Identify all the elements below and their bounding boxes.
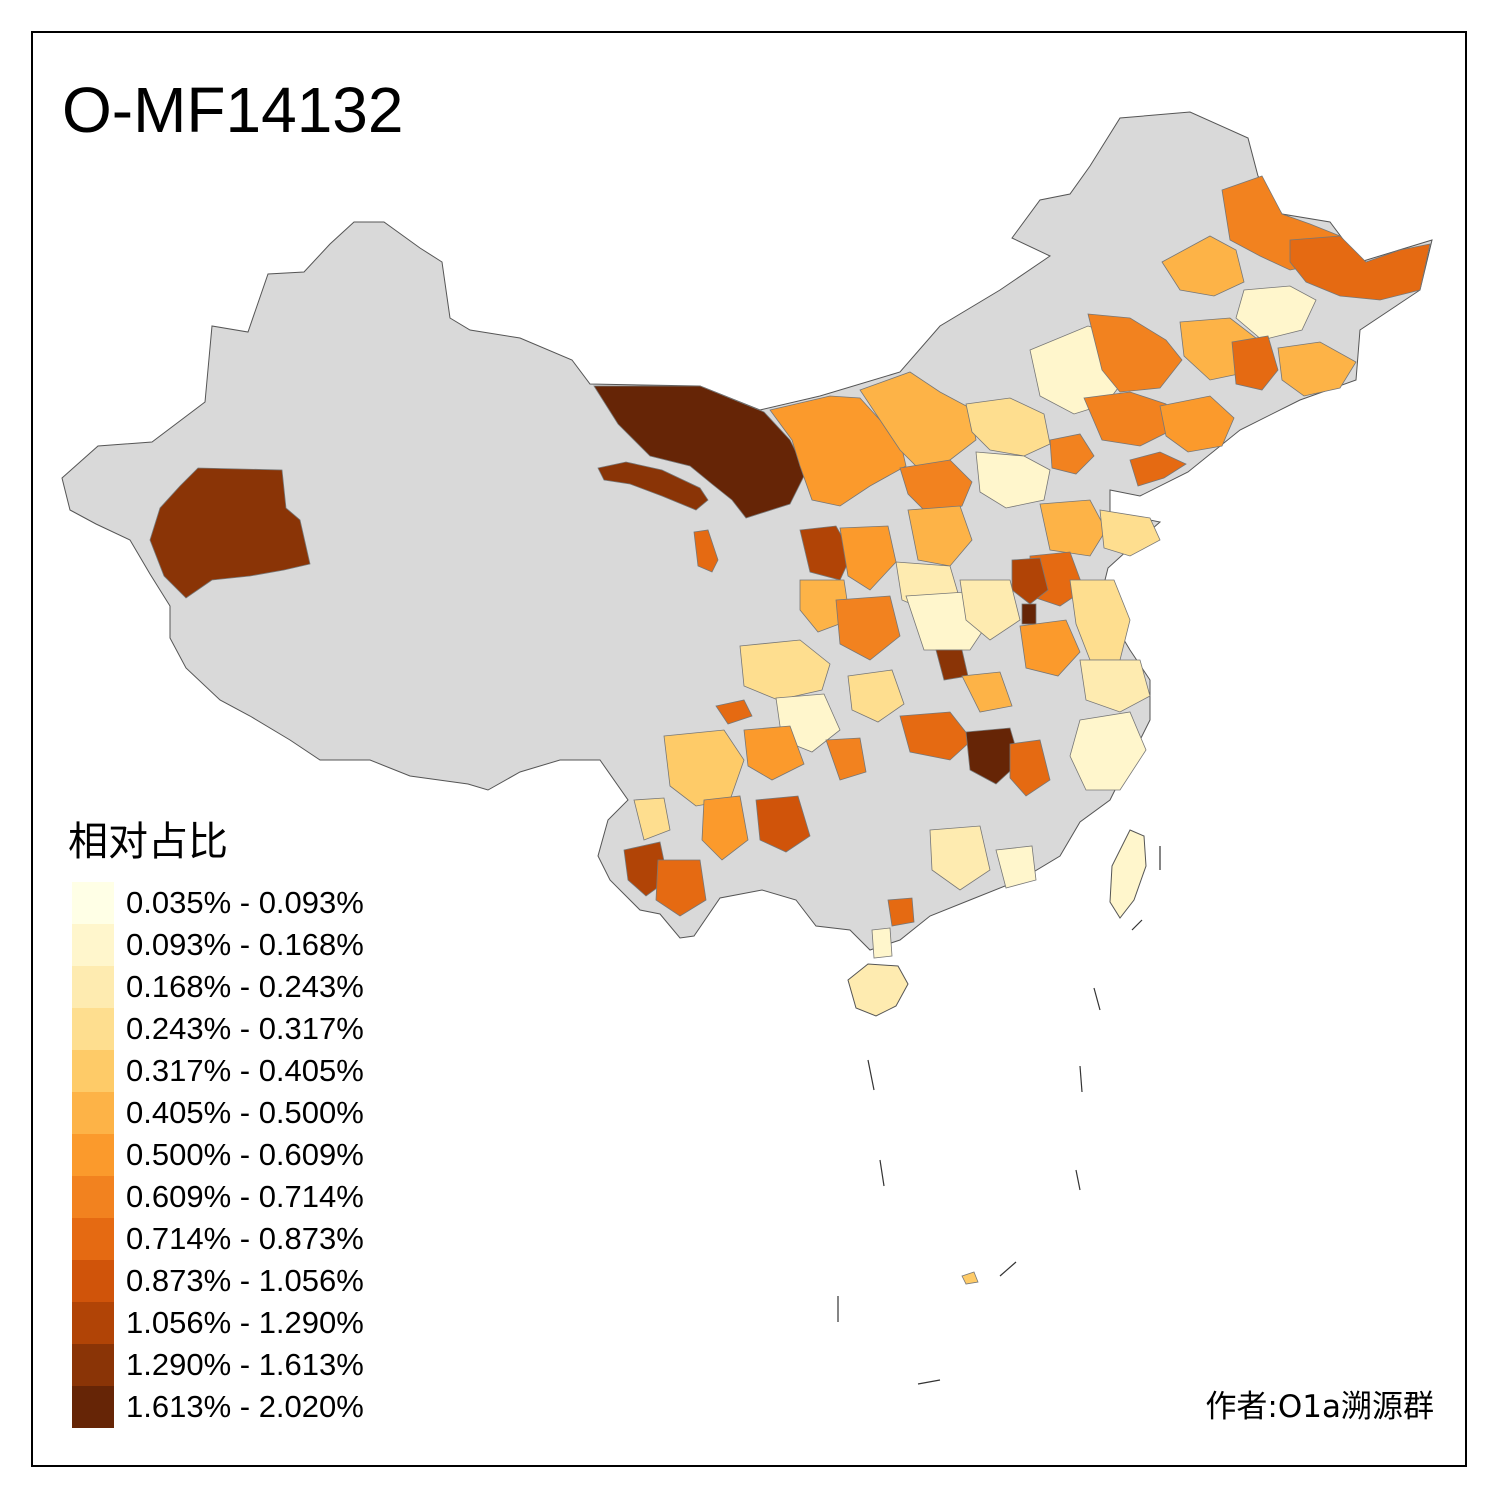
legend-label: 0.405% - 0.500% — [126, 1095, 364, 1130]
region-jilin-se — [1277, 341, 1357, 397]
legend-label: 0.243% - 0.317% — [126, 1011, 364, 1046]
legend-swatch — [72, 1344, 114, 1386]
region-yunnan-south — [655, 859, 707, 917]
legend-label: 0.609% - 0.714% — [126, 1179, 364, 1214]
legend-item: 1.056% - 1.290% — [72, 1302, 364, 1344]
region-hubei-west — [847, 669, 905, 723]
legend-swatch — [72, 882, 114, 924]
region-hubei-central — [899, 711, 973, 761]
region-gansu-strip — [693, 529, 719, 573]
legend-label: 0.168% - 0.243% — [126, 969, 364, 1004]
legend-label: 0.317% - 0.405% — [126, 1053, 364, 1088]
legend-label: 1.056% - 1.290% — [126, 1305, 364, 1340]
legend-item: 0.243% - 0.317% — [72, 1008, 364, 1050]
hainan-base — [847, 963, 909, 1017]
region-beijing-area — [1049, 433, 1095, 475]
legend-swatch — [72, 1092, 114, 1134]
legend-label: 0.714% - 0.873% — [126, 1221, 364, 1256]
legend-swatch — [72, 1008, 114, 1050]
region-aba — [715, 699, 753, 725]
legend-swatch — [72, 924, 114, 966]
region-guangdong-east — [995, 845, 1037, 889]
region-hlj-center — [1235, 285, 1317, 341]
region-hebei-west — [975, 451, 1051, 509]
region-hebei-north — [965, 397, 1051, 457]
region-zhanjiang — [887, 897, 915, 927]
region-guangdong-west — [929, 825, 991, 891]
region-shaanxi-north — [799, 525, 853, 581]
legend-item: 0.714% - 0.873% — [72, 1218, 364, 1260]
region-henan-dark — [1021, 603, 1037, 625]
legend-swatch — [72, 1176, 114, 1218]
region-henan-north — [1011, 557, 1049, 605]
taiwan-base — [1109, 829, 1147, 919]
region-henan-south — [961, 671, 1013, 713]
scs-dashes — [837, 846, 1161, 1385]
legend-item: 0.168% - 0.243% — [72, 966, 364, 1008]
legend-swatch — [72, 966, 114, 1008]
region-im-east — [859, 371, 977, 471]
region-shaanxi-yan — [839, 525, 897, 591]
region-shaanxi-central — [835, 595, 901, 661]
region-heilongjiang-east — [1289, 235, 1431, 301]
legend-swatch — [72, 1134, 114, 1176]
map-frame — [31, 31, 1467, 1467]
legend-label: 1.613% - 2.020% — [126, 1389, 364, 1424]
legend-item: 1.290% - 1.613% — [72, 1344, 364, 1386]
region-shandong-east — [1099, 509, 1161, 557]
legend-item: 0.500% - 0.609% — [72, 1134, 364, 1176]
legend-label: 0.500% - 0.609% — [126, 1137, 364, 1172]
legend-label: 1.290% - 1.613% — [126, 1347, 364, 1382]
region-shandong-west — [1039, 499, 1107, 557]
legend-item: 0.609% - 0.714% — [72, 1176, 364, 1218]
region-chongqing — [743, 725, 805, 781]
region-jiangsu-south — [1079, 659, 1151, 713]
author-credit: 作者:O1a溯源群 — [1205, 1389, 1434, 1425]
region-jiuquan — [597, 461, 709, 511]
region-scs-island — [961, 1271, 979, 1285]
region-kashgar-area — [149, 467, 311, 599]
region-zhejiang — [1069, 711, 1147, 791]
legend-swatch — [72, 1218, 114, 1260]
legend-item: 0.317% - 0.405% — [72, 1050, 364, 1092]
region-shanxi-mid — [907, 505, 973, 567]
data-regions — [149, 175, 1431, 1285]
region-guizhou — [755, 795, 811, 853]
legend-swatch — [72, 1260, 114, 1302]
region-yunnan-north — [701, 795, 749, 861]
legend-title: 相对占比 — [68, 819, 228, 865]
region-im-central — [769, 395, 907, 507]
region-jilin-east — [1231, 335, 1279, 391]
legend-swatch — [72, 1302, 114, 1344]
region-hlj-west — [1161, 235, 1245, 297]
region-yunnan-west — [633, 797, 671, 841]
region-liaodong — [1129, 451, 1187, 487]
region-henan-east — [959, 579, 1021, 641]
legend-item: 0.873% - 1.056% — [72, 1260, 364, 1302]
legend: 0.035% - 0.093% 0.093% - 0.168% 0.168% -… — [72, 882, 364, 1428]
legend-item: 0.093% - 0.168% — [72, 924, 364, 966]
region-leizhou — [871, 927, 893, 959]
region-hubei-east-dark — [965, 727, 1021, 785]
region-hunan-west — [825, 737, 867, 781]
legend-swatch — [72, 1050, 114, 1092]
region-sichuan-north — [739, 639, 831, 701]
legend-item: 0.405% - 0.500% — [72, 1092, 364, 1134]
legend-label: 0.035% - 0.093% — [126, 885, 364, 920]
region-shanxi-north — [899, 459, 973, 515]
region-liaoning-east — [1159, 395, 1235, 453]
legend-item: 1.613% - 2.020% — [72, 1386, 364, 1428]
legend-item: 0.035% - 0.093% — [72, 882, 364, 924]
region-hunan-north — [1009, 739, 1051, 797]
legend-label: 0.873% - 1.056% — [126, 1263, 364, 1298]
region-jilin-west — [1087, 313, 1183, 393]
region-anhui-north — [1019, 619, 1081, 677]
region-alxa — [593, 385, 807, 519]
legend-label: 0.093% - 0.168% — [126, 927, 364, 962]
map-title: O-MF14132 — [62, 74, 404, 146]
legend-swatch — [72, 1386, 114, 1428]
